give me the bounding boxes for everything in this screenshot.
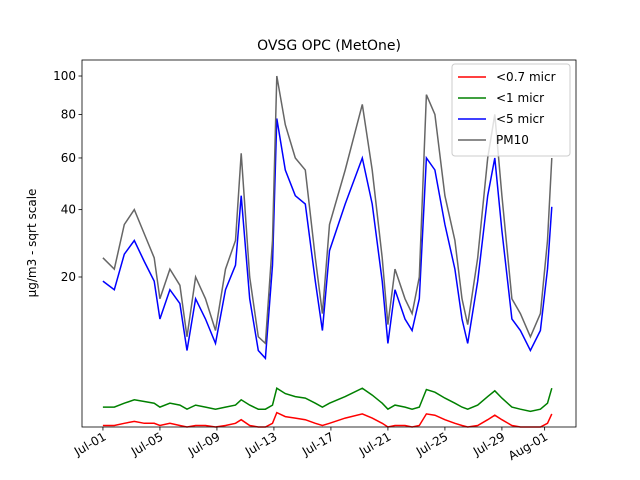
- legend-label: PM10: [496, 133, 529, 147]
- data-line: [102, 387, 553, 413]
- data-line: [102, 118, 553, 361]
- y-tick-label: 20: [61, 270, 76, 284]
- y-tick-label: 100: [53, 69, 76, 83]
- data-line: [102, 411, 553, 428]
- y-tick-label: 80: [61, 107, 76, 121]
- chart-title: OVSG OPC (MetOne): [257, 38, 401, 54]
- legend-label: <0.7 micr: [496, 70, 556, 84]
- plot-frame: [81, 59, 577, 428]
- y-tick-label: 60: [61, 151, 76, 165]
- y-tick-label: 40: [61, 203, 76, 217]
- legend-label: <1 micr: [496, 91, 544, 105]
- legend-label: <5 micr: [496, 112, 544, 126]
- y-axis-label: µg/m3 - sqrt scale: [25, 189, 39, 298]
- legend-box: [451, 63, 571, 157]
- data-line: [102, 75, 553, 346]
